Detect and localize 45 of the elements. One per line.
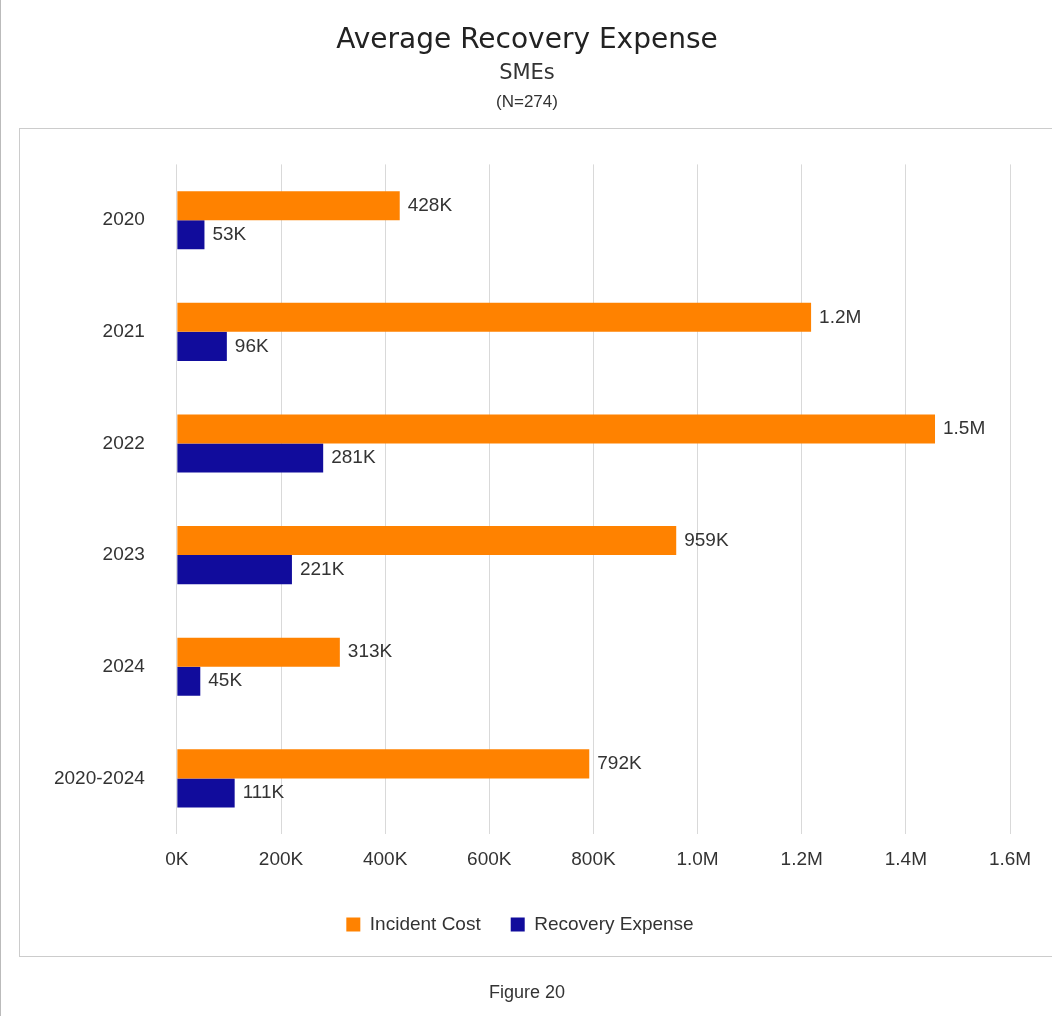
legend-label: Incident Cost — [369, 912, 482, 934]
y-tick-label: 2022 — [102, 431, 145, 453]
y-tick-label: 2024 — [102, 654, 146, 676]
y-tick-label: 2020 — [102, 208, 145, 230]
data-label: 313K — [347, 640, 393, 662]
legend-label: Recovery Expense — [534, 912, 694, 934]
bar — [177, 302, 812, 332]
data-label: 221K — [299, 557, 345, 579]
chart-subtitle: SMEs — [498, 60, 556, 84]
text: (N=274) — [495, 92, 559, 112]
y-tick-label: 2021 — [102, 320, 145, 342]
data-label: 53K — [212, 222, 247, 244]
y-tick-label: 2020-2024 — [53, 766, 146, 788]
bar — [177, 778, 235, 808]
data-label: 428K — [407, 193, 453, 215]
bar — [177, 331, 227, 361]
x-tick-label: 200K — [258, 847, 304, 869]
bar — [177, 666, 201, 696]
bar — [177, 555, 292, 585]
data-label: 1.2M — [819, 305, 862, 327]
bar — [177, 637, 340, 667]
data-label: 959K — [684, 528, 729, 550]
y-tick-label: 2023 — [102, 543, 145, 565]
data-label: 96K — [234, 334, 269, 356]
x-tick-label: 800K — [571, 847, 616, 869]
bar — [177, 220, 205, 250]
data-label: 792K — [597, 752, 642, 774]
x-tick-label: 1.0M — [676, 847, 719, 869]
bar — [177, 414, 936, 444]
x-tick-label: 1.4M — [884, 847, 927, 869]
bar — [177, 526, 677, 556]
x-tick-label: 1.6M — [988, 847, 1032, 869]
data-label: 281K — [331, 446, 376, 468]
caption: Figure 20 — [487, 982, 566, 1003]
x-tick-label: 400K — [362, 847, 408, 869]
x-tick-label: 1.2M — [780, 847, 823, 869]
x-tick-label: 600K — [467, 847, 512, 869]
data-label: 45K — [208, 669, 243, 691]
bar — [177, 749, 590, 779]
chart-title: Average Recovery Expense — [335, 22, 719, 55]
x-tick-label: 0K — [165, 847, 189, 869]
data-label: 1.5M — [943, 417, 986, 439]
data-label: 111K — [242, 781, 285, 803]
bar — [177, 443, 324, 473]
bar — [177, 191, 400, 221]
